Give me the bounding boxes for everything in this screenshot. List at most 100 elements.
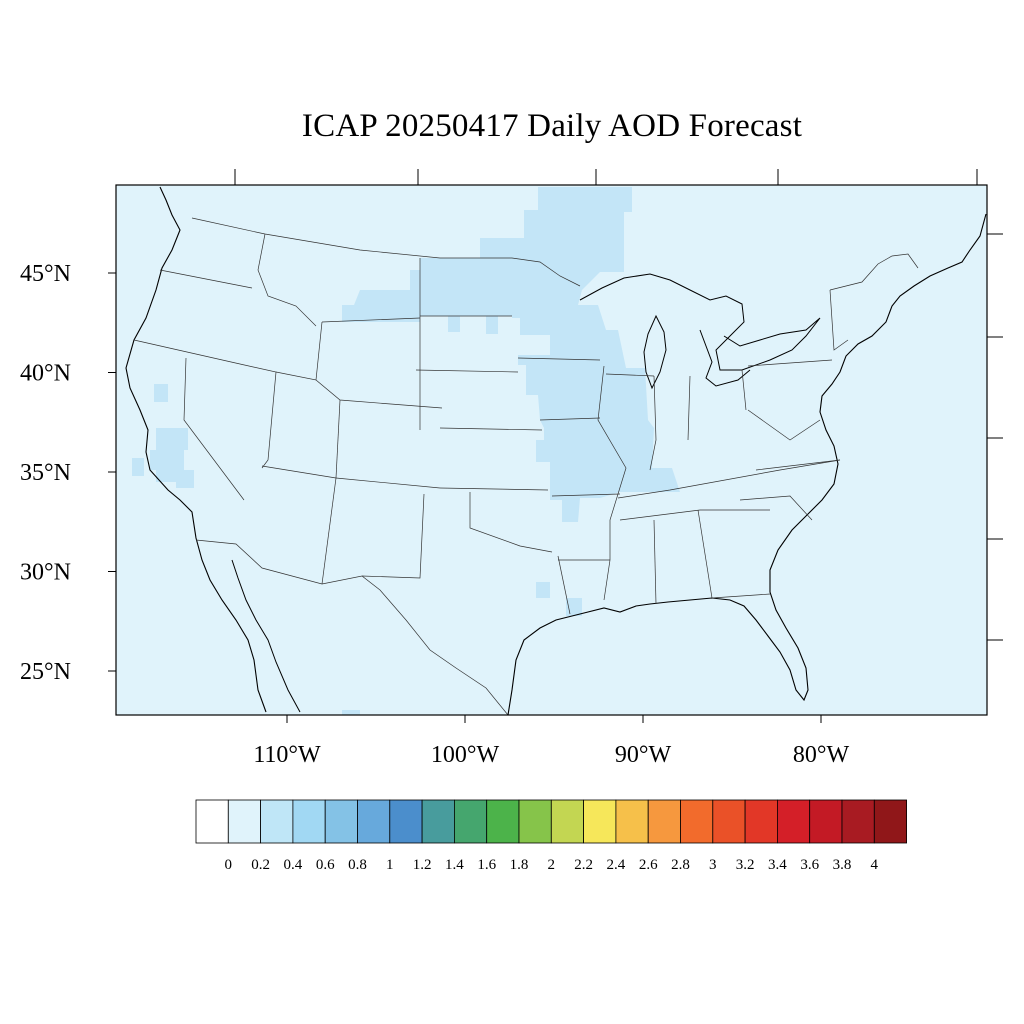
colorbar-swatch-12 xyxy=(583,799,617,844)
colorbar-swatch-9 xyxy=(486,799,520,844)
aod-colorbar: 0 0.2 0.4 0.6 0.8 1 1.2 1.4 1.6 1.8 2 2.2 2.4 2.6 2.8 3… xyxy=(195,799,907,873)
colorbar-swatch-13 xyxy=(615,799,649,844)
border-ks-ok xyxy=(439,487,549,491)
colorbar-label-1: 0.2 xyxy=(251,857,270,873)
colorbar-label-13: 2.6 xyxy=(639,857,658,873)
border-il-in xyxy=(649,375,657,471)
border-us-canada xyxy=(191,217,581,287)
map-frame xyxy=(115,184,988,716)
border-ia-mo xyxy=(539,417,601,421)
colorbar-label-7: 1.4 xyxy=(445,857,464,873)
colorbar-label-6: 1.2 xyxy=(413,857,432,873)
colorbar-label-20: 4 xyxy=(871,857,879,873)
lat-label-4: 25°N xyxy=(20,659,71,685)
border-ms-al xyxy=(653,519,657,605)
colorbar-label-10: 2 xyxy=(548,857,556,873)
map-panel xyxy=(115,184,988,716)
colorbar-swatch-19 xyxy=(809,799,843,844)
border-or-ca xyxy=(133,339,241,365)
border-ky-tn xyxy=(617,459,841,499)
border-tn-ms-al xyxy=(619,509,770,521)
border-wa-or xyxy=(159,269,253,289)
lat-label-3: 30°N xyxy=(20,560,71,586)
border-ny-ne xyxy=(829,289,849,351)
aod-elevated-regions xyxy=(132,187,680,715)
colorbar-swatch-20 xyxy=(841,799,875,844)
aod-region-mx xyxy=(342,710,360,715)
colorbar-swatch-4 xyxy=(324,799,358,844)
coastline-gulf xyxy=(507,213,987,716)
colorbar-swatch-16 xyxy=(712,799,746,844)
aod-region-dakota-wy xyxy=(420,258,512,316)
aod-region-ca-central xyxy=(150,428,194,488)
border-ne-ks xyxy=(439,427,543,431)
border-sd-ne xyxy=(415,369,519,373)
aod-region-la-coast xyxy=(566,598,582,616)
colorbar-swatch-18 xyxy=(777,799,811,844)
colorbar-label-14: 2.8 xyxy=(671,857,690,873)
aod-region-ne-small-2 xyxy=(486,316,498,334)
colorbar-label-9: 1.8 xyxy=(510,857,529,873)
colorbar-swatch-11 xyxy=(550,799,584,844)
longitude-axis: 110°W 100°W 90°W 80°W xyxy=(253,715,849,768)
colorbar-swatch-10 xyxy=(518,799,552,844)
border-pa-ny xyxy=(747,359,833,367)
colorbar-label-3: 0.6 xyxy=(316,857,335,873)
colorbar-swatch-6 xyxy=(389,799,423,844)
border-mn-ia xyxy=(517,357,601,361)
political-borders xyxy=(133,217,919,716)
colorbar-label-15: 3 xyxy=(709,857,717,873)
colorbar-label-18: 3.6 xyxy=(800,857,819,873)
colorbar-label-8: 1.6 xyxy=(477,857,496,873)
lon-label-2: 90°W xyxy=(615,742,672,768)
colorbar-label-16: 3.2 xyxy=(736,857,755,873)
border-co-nm xyxy=(335,477,441,489)
aod-region-la xyxy=(536,582,550,598)
colorbar-swatch-3 xyxy=(292,799,326,844)
colorbar-swatch-5 xyxy=(357,799,391,844)
border-sc-nc xyxy=(739,495,813,521)
colorbar-swatch-0 xyxy=(195,799,229,844)
border-mo-ar xyxy=(551,493,621,497)
border-ok-tx xyxy=(469,492,553,553)
border-va-wv xyxy=(747,409,821,441)
border-tx-la xyxy=(557,555,571,615)
lat-label-2: 35°N xyxy=(20,460,71,486)
border-us-canada-east xyxy=(829,253,919,291)
right-tick-marks xyxy=(987,233,1003,641)
colorbar-label-4: 0.8 xyxy=(348,857,367,873)
aod-region-ca-north xyxy=(154,384,168,402)
aod-region-ne-small-1 xyxy=(448,316,460,332)
border-al-ga xyxy=(697,509,713,599)
border-nv-az xyxy=(239,363,277,469)
border-nm-tx xyxy=(361,493,425,579)
lat-label-1: 40°N xyxy=(20,361,71,387)
border-co-ks xyxy=(335,399,341,479)
great-lakes xyxy=(579,273,821,390)
colorbar-swatch-8 xyxy=(453,799,488,844)
lon-label-0: 110°W xyxy=(253,742,321,768)
border-va-nc xyxy=(755,459,841,471)
lon-label-3: 80°W xyxy=(793,742,850,768)
colorbar-swatch-2 xyxy=(260,799,294,844)
colorbar-label-19: 3.8 xyxy=(833,857,852,873)
border-ca-nv xyxy=(183,357,245,501)
border-in-oh xyxy=(687,375,691,441)
top-tick-marks xyxy=(234,169,978,185)
colorbar-label-2: 0.4 xyxy=(284,857,303,873)
coastline-west xyxy=(125,186,267,713)
border-id-mt xyxy=(257,233,317,327)
border-az-nm xyxy=(321,477,337,585)
border-oh-pa xyxy=(741,369,747,411)
border-us-mexico xyxy=(195,539,509,716)
colorbar-label-11: 2.2 xyxy=(574,857,593,873)
colorbar-swatch-7 xyxy=(421,799,455,844)
colorbar-swatch-1 xyxy=(227,799,262,844)
border-wi-il xyxy=(605,373,655,377)
colorbar-label-17: 3.4 xyxy=(768,857,787,873)
colorbar-swatch-15 xyxy=(680,799,714,844)
latitude-axis: 45°N 40°N 35°N 30°N 25°N xyxy=(20,261,116,685)
map-title: ICAP 20250417 Daily AOD Forecast xyxy=(301,108,803,144)
colorbar-swatch-21 xyxy=(873,799,907,844)
border-ut-az xyxy=(261,465,337,479)
